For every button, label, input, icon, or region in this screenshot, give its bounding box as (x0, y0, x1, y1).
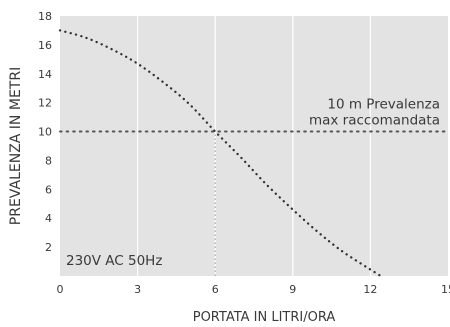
x-tick-label-6: 6 (212, 283, 219, 296)
x-tick-label-0: 0 (57, 283, 64, 296)
y-tick-label-18: 18 (38, 10, 52, 23)
y-tick-label-6: 6 (45, 183, 52, 196)
recommended-head-label-line2: max raccomandata (309, 113, 440, 129)
grid-lines (137, 16, 371, 276)
x-tick-label-12: 12 (363, 283, 377, 296)
y-tick-label-14: 14 (38, 68, 52, 81)
curve-series-0 (58, 29, 382, 278)
power-spec-label: 230V AC 50Hz (66, 253, 162, 269)
pump-curve (58, 29, 382, 278)
y-tick-label-4: 4 (45, 212, 52, 225)
x-tick-label-9: 9 (289, 283, 296, 296)
recommended-head-label-line1: 10 m Prevalenza (327, 97, 440, 113)
reference-lines (59, 130, 449, 276)
tick-labels: 2 4 6 8 10 12 14 16 18 0 3 6 9 12 15 (38, 10, 450, 296)
x-tick-label-15: 15 (441, 283, 450, 296)
y-tick-label-2: 2 (45, 241, 52, 254)
y-tick-label-12: 12 (38, 97, 52, 110)
y-axis-label: PREVALENZA IN METRI (8, 67, 24, 225)
y-tick-label-10: 10 (38, 126, 52, 139)
y-tick-label-16: 16 (38, 39, 52, 52)
y-tick-label-8: 8 (45, 154, 52, 167)
x-tick-label-3: 3 (134, 283, 141, 296)
x-axis-label: PORTATA IN LITRI/ORA (193, 310, 336, 323)
plot-area (60, 16, 448, 276)
